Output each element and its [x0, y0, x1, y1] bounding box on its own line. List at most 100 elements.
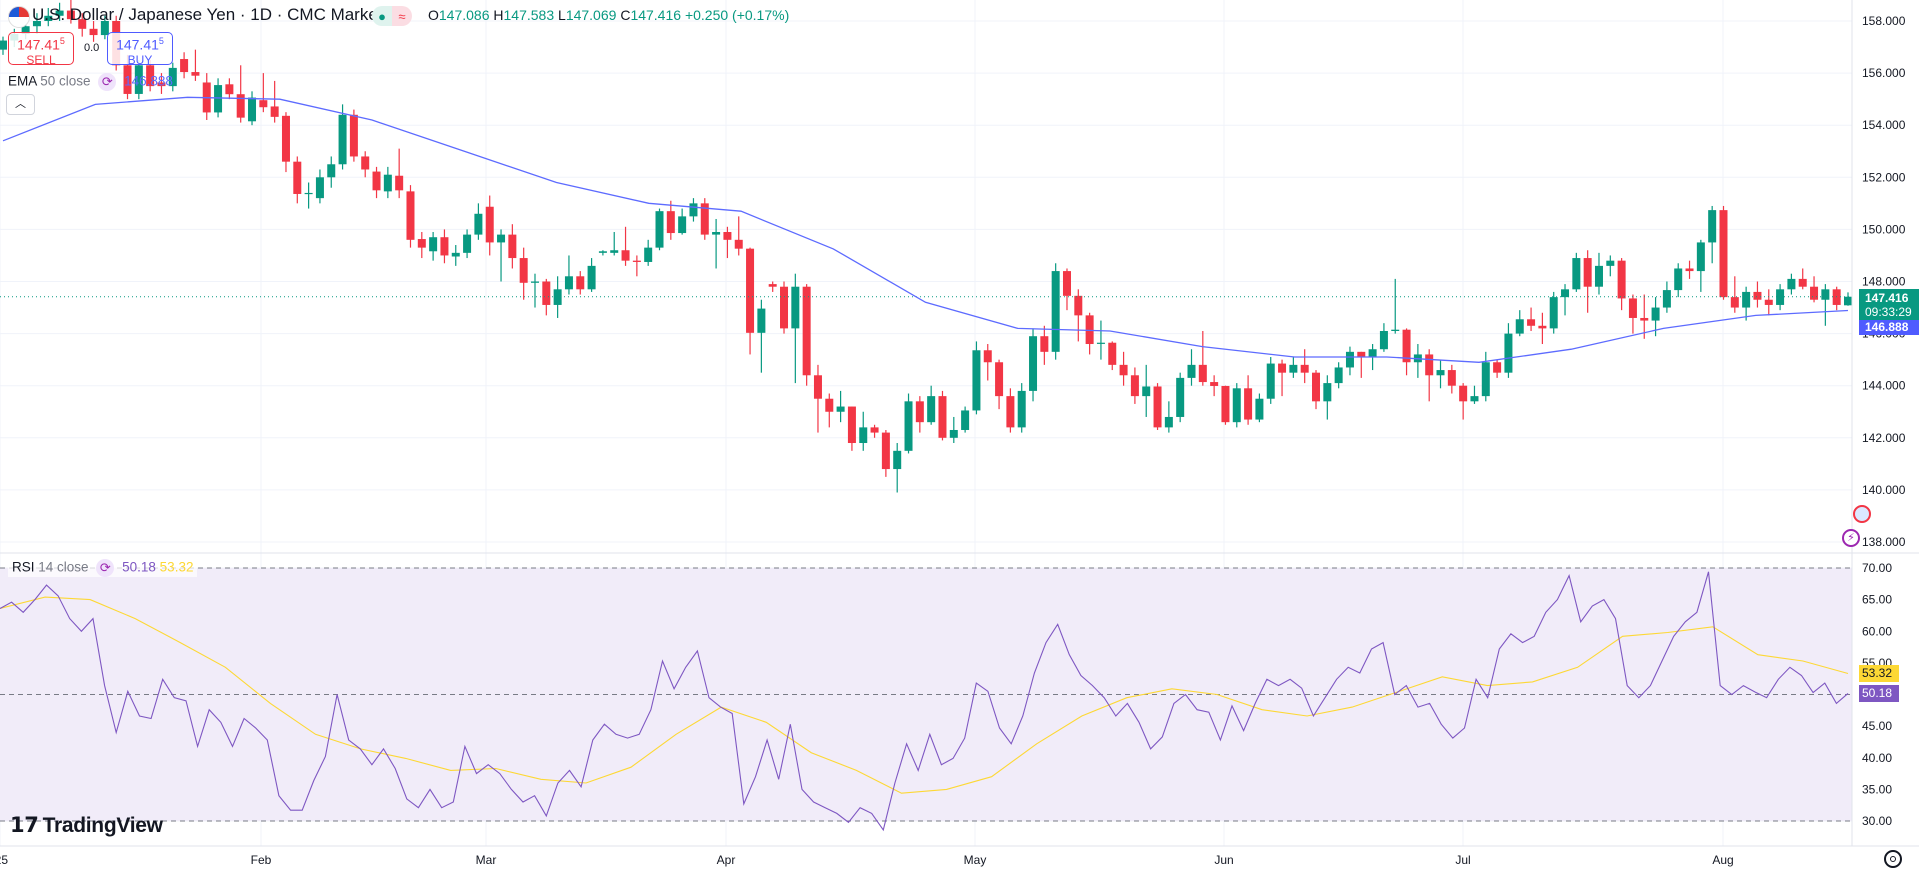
candle-down — [1764, 299, 1773, 305]
candle-down — [146, 65, 155, 87]
rsi-tick-label: 65.00 — [1862, 593, 1892, 607]
candle-up — [836, 406, 845, 412]
spread-value: 0.0 — [84, 42, 100, 54]
candle-up — [1821, 289, 1830, 300]
candle-up — [655, 211, 664, 248]
candle-down — [983, 350, 992, 363]
candle-up — [44, 15, 53, 21]
candle-down — [1006, 396, 1015, 428]
candle-up — [1606, 260, 1615, 266]
candle-up — [859, 427, 868, 444]
ema-params: 50 close — [40, 73, 91, 89]
current-price: 147.416 — [1865, 291, 1909, 305]
price-tick-label: 154.000 — [1862, 118, 1906, 132]
candle-down — [621, 250, 630, 261]
economic-event-icon[interactable] — [1853, 505, 1871, 523]
candle-up — [1379, 330, 1388, 350]
candle-down — [780, 286, 789, 329]
low-value: 147.069 — [565, 7, 617, 23]
rsi-line — [0, 571, 1849, 832]
candle-down — [508, 234, 517, 259]
candle-up — [598, 251, 607, 253]
candle-down — [1221, 385, 1230, 423]
candle-up — [304, 192, 313, 195]
candle-down — [813, 375, 822, 399]
candle-up — [553, 289, 562, 305]
collapse-legend-button[interactable]: ︿ — [6, 94, 35, 115]
candle-down — [1617, 260, 1626, 299]
candle-up — [134, 65, 143, 94]
candle-up — [587, 265, 596, 290]
lightning-event-icon[interactable]: ⚡ — [1842, 529, 1860, 547]
candle-up — [1674, 268, 1683, 291]
rsi-legend[interactable]: RSI 14 close ⟳ 50.18 53.32 — [8, 559, 198, 577]
time-tick-label: Feb — [251, 853, 272, 867]
rsi-ma-value: 53.32 — [159, 559, 194, 575]
ema-legend[interactable]: EMA 50 close ⟳ 146.888 — [8, 73, 173, 91]
candle-up — [168, 67, 177, 87]
candle-down — [485, 206, 494, 243]
candle-down — [1425, 354, 1434, 376]
candle-up — [1742, 291, 1751, 308]
candle-down — [700, 203, 709, 235]
candle-down — [1640, 317, 1649, 321]
time-tick-label: May — [964, 853, 987, 867]
candle-up — [689, 203, 698, 217]
candle-up — [497, 234, 506, 243]
candle-down — [281, 115, 290, 162]
change-value: +0.250 (+0.17%) — [684, 7, 790, 23]
candle-up — [1844, 296, 1852, 306]
buy-price: 147.41 — [116, 36, 159, 53]
refresh-icon[interactable]: ⟳ — [98, 73, 117, 91]
candle-up — [451, 252, 460, 257]
indicator-lines — [0, 96, 1852, 832]
buy-button[interactable]: 147.415 BUY — [107, 32, 173, 67]
candle-down — [881, 432, 890, 470]
candle-down — [191, 72, 200, 76]
candle-down — [1730, 297, 1739, 308]
candle-down — [259, 100, 268, 108]
candle-down — [1753, 291, 1762, 300]
rsi-background-band — [0, 568, 1852, 821]
candle-down — [180, 59, 189, 73]
candle-down — [576, 276, 585, 290]
candle-up — [927, 396, 936, 423]
candle-up — [1662, 290, 1671, 308]
rsi-params: 14 close — [38, 559, 89, 575]
candle-up — [248, 97, 257, 122]
candle-up — [338, 114, 347, 165]
candle-down — [1447, 370, 1456, 386]
candle-up — [1391, 329, 1400, 331]
tradingview-logo[interactable]: 𝟭𝟳 TradingView — [10, 813, 163, 838]
candle-down — [1062, 271, 1071, 296]
bar-countdown: 09:33:29 — [1865, 305, 1912, 319]
candle-down — [1527, 319, 1536, 326]
candle-up — [949, 429, 958, 438]
candle-down — [1685, 268, 1694, 272]
sell-button[interactable]: 147.415 SELL — [8, 32, 74, 67]
symbol-title[interactable]: U.S. Dollar / Japanese Yen · 1D · CMC Ma… — [32, 5, 392, 24]
candle-up — [1334, 367, 1343, 384]
candle-up — [429, 237, 438, 252]
sell-price-pip: 5 — [59, 36, 65, 46]
market-status[interactable]: ● ≈ — [372, 6, 412, 26]
price-tick-label: 148.000 — [1862, 275, 1906, 289]
candle-up — [1696, 242, 1705, 272]
candle-down — [1040, 336, 1049, 352]
price-tick-label: 140.000 — [1862, 483, 1906, 497]
candle-up — [1187, 364, 1196, 378]
rsi-tick-label: 70.00 — [1862, 561, 1892, 575]
candle-down — [123, 65, 132, 94]
candle-down — [723, 232, 732, 240]
price-tick-label: 152.000 — [1862, 170, 1906, 184]
candle-up — [1561, 289, 1570, 298]
refresh-icon[interactable]: ⟳ — [96, 559, 115, 577]
candle-down — [417, 239, 426, 248]
market-open-dot-icon: ● — [372, 6, 392, 26]
candle-up — [1096, 342, 1105, 344]
ohlc-readout: O147.086 H147.583 L147.069 C147.416 +0.2… — [428, 7, 789, 23]
settings-gear-icon[interactable] — [1884, 850, 1902, 868]
candle-up — [1708, 210, 1717, 243]
